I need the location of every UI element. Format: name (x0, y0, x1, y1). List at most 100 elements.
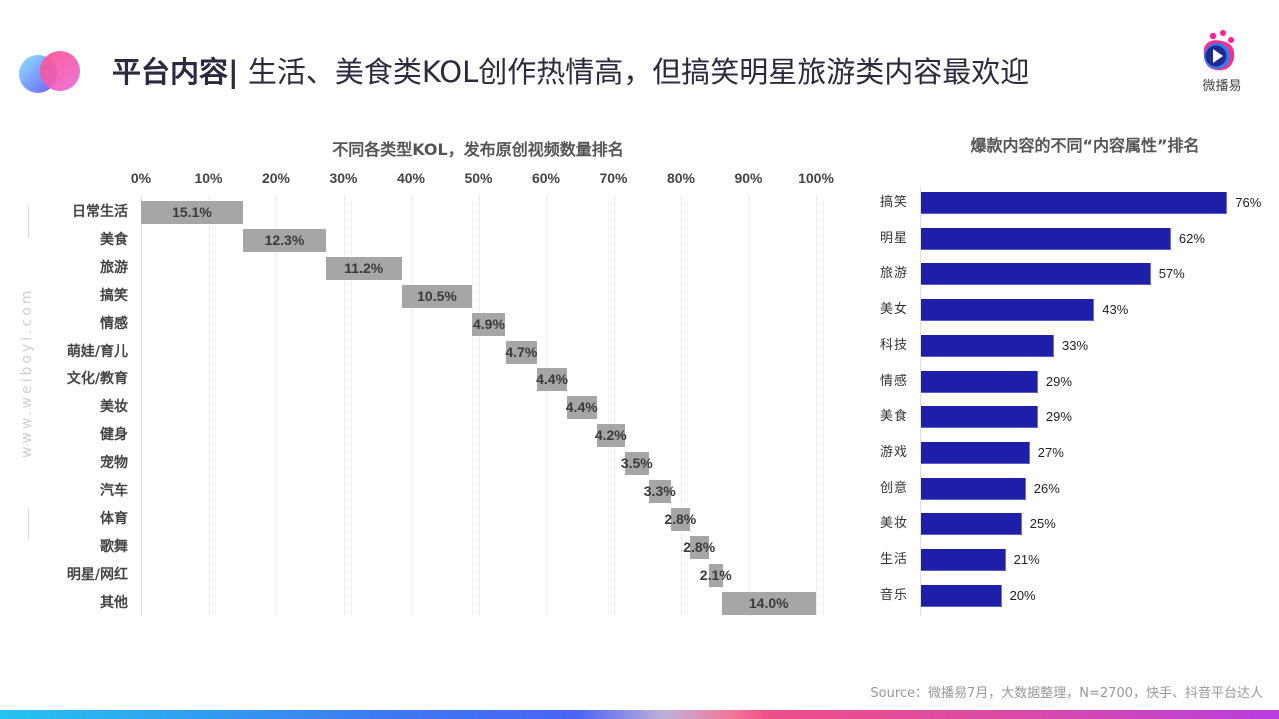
gridline (276, 196, 277, 616)
category-label: 美妆 (100, 399, 128, 416)
bar-value-label: 3.3% (643, 483, 676, 499)
bottom-gradient-bar (0, 710, 1279, 719)
bar (921, 370, 1038, 393)
page-title-bold: 平台内容 (112, 55, 229, 89)
decorative-line-bottom (28, 508, 29, 540)
bar (921, 477, 1026, 500)
category-label: 汽车 (100, 483, 128, 499)
waterfall-bar (505, 340, 538, 364)
bar-value-label: 62% (1178, 230, 1205, 246)
gridline (816, 196, 817, 616)
play-logo-icon (1203, 30, 1235, 71)
gridline (748, 196, 750, 616)
bar-value-label: 4.9% (472, 315, 505, 332)
category-label: 萌娃/育儿 (66, 343, 128, 360)
bar (921, 263, 1151, 286)
bar (921, 406, 1038, 429)
bar (921, 299, 1095, 322)
x-tick-label: 60% (531, 170, 561, 186)
bar-value-label: 26% (1033, 480, 1060, 496)
x-tick-label: 90% (734, 170, 763, 186)
waterfall-bar (566, 396, 597, 420)
page-title: 平台内容| 生活、美食类KOL创作热情高，但搞笑明星旅游类内容最欢迎 (112, 52, 1029, 92)
gridline (613, 196, 615, 616)
bar-value-label: 21% (1013, 552, 1040, 567)
gridline (411, 196, 412, 616)
bar-value-label: 27% (1037, 444, 1064, 460)
left-chart-y-axis-line (141, 196, 142, 616)
bar (921, 513, 1022, 536)
bar-value-label: 57% (1158, 266, 1185, 282)
bar-value-label: 14.0% (748, 594, 789, 611)
bar-value-label: 43% (1102, 302, 1129, 318)
bar (921, 584, 1002, 607)
brand-name: 微播易 (1202, 79, 1242, 94)
gridline (343, 196, 345, 616)
gridline (546, 196, 547, 616)
category-label: 搞笑 (100, 287, 128, 304)
bar-value-label: 29% (1045, 373, 1072, 389)
logo-gradient-icon (19, 51, 80, 93)
bar-value-label: 2.1% (699, 566, 732, 583)
bar (921, 549, 1006, 571)
gridline (478, 196, 480, 616)
category-label: 情感 (100, 315, 128, 332)
category-label: 游戏 (880, 444, 909, 460)
bar-value-label: 15.1% (172, 204, 212, 220)
waterfall-bar (596, 424, 625, 448)
bar-value-label: 4.4% (536, 371, 569, 388)
x-tick-label: 50% (464, 170, 493, 186)
category-label: 创意 (880, 480, 909, 496)
waterfall-bar (325, 256, 402, 280)
x-tick-label: 30% (329, 170, 358, 186)
x-tick-label: 80% (666, 170, 696, 186)
page-title-separator: | (228, 55, 239, 89)
x-tick-label: 70% (599, 170, 628, 186)
bar-value-label: 12.3% (264, 231, 305, 248)
bar-value-label: 4.2% (594, 427, 627, 444)
category-label: 美食 (100, 231, 128, 248)
left-chart-title: 不同各类型KOL，发布原创视频数量排名 (332, 140, 624, 159)
waterfall-bar (670, 507, 690, 531)
waterfall-bar (472, 312, 506, 336)
bar-value-label: 25% (1029, 516, 1056, 532)
category-label: 其他 (100, 594, 128, 611)
category-label: 健身 (100, 427, 128, 444)
gridline (681, 196, 682, 616)
bar (921, 441, 1030, 464)
decorative-line-top (28, 205, 29, 238)
page-title-rest: 生活、美食类KOL创作热情高，但搞笑明星旅游类内容最欢迎 (238, 55, 1030, 89)
category-label: 美女 (880, 302, 909, 318)
gridline (208, 196, 210, 616)
bar-value-label: 4.7% (505, 343, 538, 360)
x-tick-label: 40% (396, 170, 426, 186)
bar-value-label: 4.4% (565, 399, 598, 416)
bar (921, 334, 1054, 357)
x-tick-label: 0% (130, 170, 152, 186)
source-note: Source：微播易7月，大数据整理，N=2700，快手、抖音平台达人 (870, 686, 1263, 701)
bar-value-label: 2.8% (664, 510, 697, 527)
waterfall-bar (242, 228, 326, 252)
category-label: 明星 (880, 230, 909, 246)
bar-value-label: 33% (1061, 337, 1089, 353)
category-label: 旅游 (100, 259, 128, 276)
waterfall-bar (141, 201, 243, 224)
bar (921, 192, 1228, 214)
bar (921, 227, 1171, 250)
brand-logo: 微播易 (1196, 28, 1248, 98)
waterfall-bar (689, 535, 709, 559)
category-label: 生活 (880, 552, 909, 567)
waterfall-bar (624, 452, 649, 476)
bar-value-label: 76% (1235, 195, 1262, 210)
category-label: 文化/教育 (66, 371, 128, 388)
right-chart-y-axis-line (920, 186, 921, 616)
bar-value-label: 20% (1009, 587, 1036, 603)
category-label: 旅游 (880, 266, 909, 282)
category-label: 音乐 (880, 587, 909, 603)
bar-value-label: 11.2% (344, 259, 384, 276)
x-tick-label: 10% (194, 170, 223, 186)
waterfall-bar (721, 591, 816, 615)
category-label: 体育 (100, 510, 128, 527)
category-label: 情感 (880, 373, 909, 389)
x-tick-label: 100% (798, 170, 834, 186)
